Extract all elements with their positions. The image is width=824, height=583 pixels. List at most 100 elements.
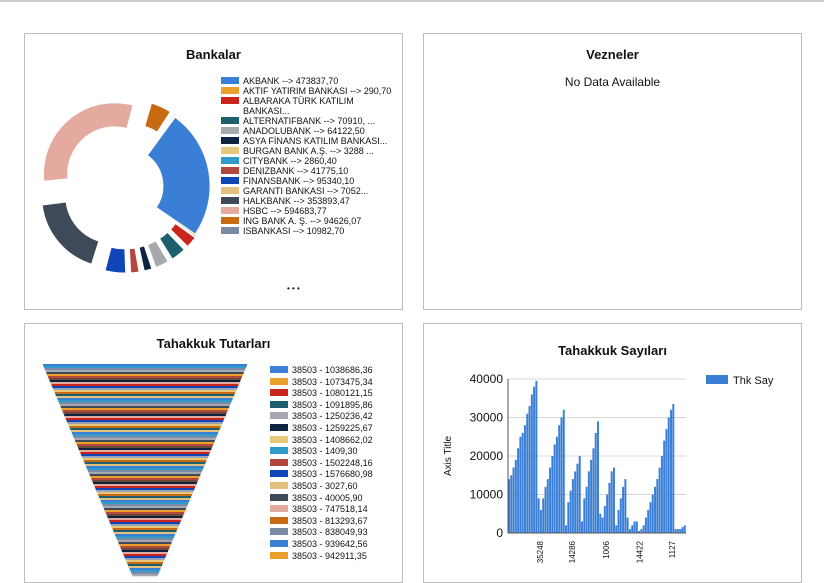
tutar-legend-item[interactable]: 38503 - 1408662,02 [270,435,400,447]
funnel-segment[interactable] [43,366,247,369]
funnel-segment[interactable] [105,512,185,515]
tutar-legend-item[interactable]: 38503 - 813293,67 [270,516,400,528]
funnel-segment[interactable] [90,476,200,479]
bar[interactable] [560,417,563,534]
bar[interactable] [624,479,627,533]
funnel-segment[interactable] [74,438,216,441]
funnel-segment[interactable] [50,382,240,385]
funnel-segment[interactable] [59,402,231,405]
bar[interactable] [583,498,586,533]
bar[interactable] [599,513,602,533]
bar[interactable] [537,498,540,533]
bar[interactable] [676,529,679,533]
bank-legend-item[interactable]: HSBC --> 594683,77 [221,206,393,216]
funnel-segment[interactable] [107,516,183,519]
funnel-segment[interactable] [85,464,205,467]
funnel-segment[interactable] [48,376,242,379]
bar[interactable] [597,421,599,533]
funnel-segment[interactable] [45,370,245,373]
funnel-segment[interactable] [51,384,239,387]
donut-slice[interactable] [147,240,169,268]
tutar-legend-item[interactable]: 38503 - 1576680,98 [270,469,400,481]
bar[interactable] [576,463,579,533]
bar[interactable] [574,471,577,533]
tutar-legend-item[interactable]: 38503 - 1038686,36 [270,365,400,377]
funnel-segment[interactable] [119,544,171,547]
bar[interactable] [510,475,513,533]
bar[interactable] [558,425,561,533]
funnel-segment[interactable] [76,444,214,447]
funnel-segment[interactable] [58,400,232,403]
funnel-segment[interactable] [127,562,163,565]
bar[interactable] [644,517,647,533]
bar[interactable] [603,506,606,533]
donut-slice[interactable] [104,246,127,274]
bar[interactable] [683,525,686,533]
bar[interactable] [581,521,584,533]
funnel-segment[interactable] [103,506,187,509]
bar[interactable] [606,494,609,534]
bar[interactable] [585,486,588,533]
funnel-segment[interactable] [44,368,246,371]
bar[interactable] [670,409,673,533]
bar[interactable] [610,471,613,533]
bar[interactable] [649,502,652,533]
donut-slice[interactable] [159,113,176,135]
bar[interactable] [517,448,520,533]
funnel-segment[interactable] [100,500,190,503]
bank-legend-item[interactable]: ASYA FİNANS KATILIM BANKASI... [221,136,393,146]
bar[interactable] [663,440,666,533]
bar[interactable] [665,429,668,533]
donut-slice[interactable] [41,201,100,265]
funnel-segment[interactable] [65,418,225,421]
funnel-segment[interactable] [47,374,243,377]
bank-legend-item[interactable]: ALBARAKA TÜRK KATILIM BANKASI... [221,96,393,116]
donut-slice[interactable] [146,116,211,235]
bar[interactable] [508,479,510,533]
bar[interactable] [631,525,634,533]
funnel-segment[interactable] [112,528,178,531]
bank-legend-item[interactable]: ALTERNATIFBANK --> 70910, ... [221,116,393,126]
funnel-segment[interactable] [125,558,165,561]
funnel-segment[interactable] [123,554,167,557]
funnel-segment[interactable] [121,550,169,553]
bar[interactable] [565,525,568,533]
funnel-segment[interactable] [91,478,199,481]
funnel-segment[interactable] [130,570,160,573]
funnel-segment[interactable] [95,488,195,491]
funnel-segment[interactable] [84,462,206,465]
tutar-legend-item[interactable]: 38503 - 3027,60 [270,481,400,493]
funnel-segment[interactable] [72,434,218,437]
funnel-segment[interactable] [89,474,201,477]
bar[interactable] [601,517,604,533]
bank-legend-item[interactable]: CITYBANK --> 2860,40 [221,156,393,166]
funnel-segment[interactable] [82,456,208,459]
bar[interactable] [654,486,657,533]
bar[interactable] [521,432,524,533]
bar[interactable] [608,482,611,533]
funnel-segment[interactable] [97,492,193,495]
bar[interactable] [569,490,572,533]
funnel-segment[interactable] [116,538,174,541]
bar[interactable] [615,525,618,533]
bar[interactable] [578,456,581,533]
funnel-segment[interactable] [98,494,192,497]
funnel-segment[interactable] [65,416,225,419]
funnel-segment[interactable] [92,480,198,483]
funnel-segment[interactable] [96,490,194,493]
bar[interactable] [674,529,677,533]
funnel-segment[interactable] [63,412,227,415]
funnel-segment[interactable] [122,552,168,555]
funnel-segment[interactable] [111,526,179,529]
tutar-legend-item[interactable]: 38503 - 942911,35 [270,551,400,563]
bank-legend-item[interactable]: GARANTI BANKASI --> 7052... [221,186,393,196]
bar[interactable] [523,425,526,533]
bar[interactable] [519,436,522,533]
funnel-segment[interactable] [79,450,211,453]
bar[interactable] [672,404,675,533]
funnel-segment[interactable] [67,422,223,425]
bar[interactable] [528,405,531,533]
funnel-segment[interactable] [66,420,224,423]
funnel-segment[interactable] [124,556,166,559]
funnel-segment[interactable] [80,452,210,455]
